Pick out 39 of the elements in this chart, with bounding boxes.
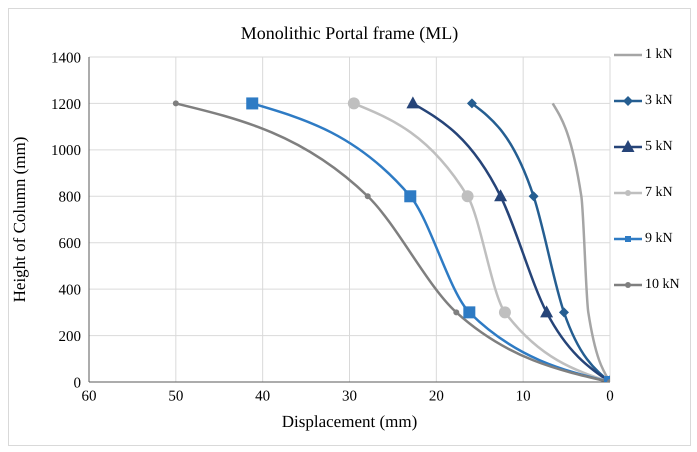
legend-label: 7 kN [645, 185, 673, 201]
point [404, 190, 416, 202]
point [348, 97, 360, 110]
chart-title: Monolithic Portal frame (ML) [240, 23, 460, 45]
point [463, 306, 476, 318]
legend-label: 9 kN [645, 231, 673, 247]
point [453, 309, 460, 316]
y-tick-label: 400 [58, 282, 81, 298]
point [246, 97, 258, 110]
x-tick-label: 20 [428, 388, 444, 405]
y-tick-label: 800 [58, 190, 81, 206]
y-tick-label: 1000 [51, 143, 81, 160]
point [558, 307, 569, 318]
x-tick-label: 60 [82, 388, 96, 405]
x-tick-label: 50 [168, 388, 184, 405]
y-tick-label: 1200 [51, 96, 81, 113]
x-tick-label: 0 [606, 388, 614, 405]
point [498, 306, 511, 318]
x-tick-label: 40 [255, 388, 270, 405]
point [494, 189, 508, 202]
y-tick-label: 200 [58, 328, 81, 345]
point [172, 100, 179, 106]
legend-label: 3 kN [645, 93, 673, 109]
y-tick-label: 1400 [51, 50, 81, 66]
y-axis-title: Height of Column (mm) [10, 136, 30, 302]
point [406, 96, 420, 108]
point [528, 191, 539, 202]
point [364, 193, 371, 200]
x-tick-label: 10 [516, 388, 531, 405]
legend-label: 10 kN [645, 277, 680, 293]
legend-label: 1 kN [645, 47, 673, 63]
point [540, 305, 554, 318]
point [462, 190, 474, 202]
x-tick-label: 30 [342, 388, 357, 405]
legend-label: 5 kN [645, 139, 673, 155]
point [466, 98, 477, 108]
x-axis-title: Displacement (mm) [282, 412, 418, 431]
y-tick-label: 600 [58, 236, 81, 252]
y-tick-label: 0 [74, 375, 81, 392]
